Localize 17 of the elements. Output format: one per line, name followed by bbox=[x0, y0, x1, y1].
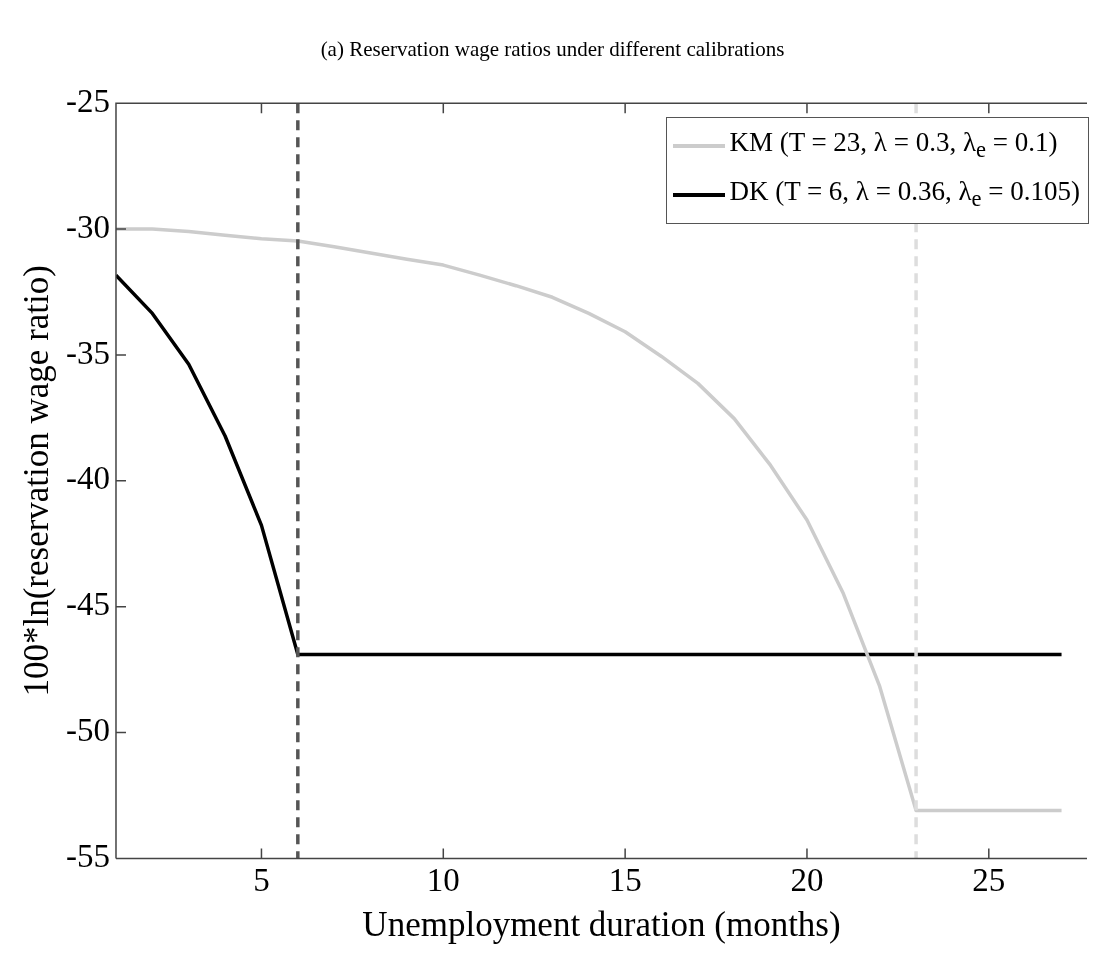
y-tick-label: -45 bbox=[65, 586, 110, 623]
legend-label: DK (T = 6, λ = 0.36, λ$_{e}$ = 0.105) bbox=[729, 174, 1080, 213]
chart-title: (a) Reservation wage ratios under different calibrations bbox=[320, 37, 785, 62]
x-axis-title: Unemployment duration (months) bbox=[362, 905, 841, 945]
y-tick-label: -30 bbox=[65, 208, 110, 245]
x-tick-label: 25 bbox=[972, 861, 1006, 898]
x-tick-label: 10 bbox=[426, 861, 460, 898]
y-tick-label: -55 bbox=[65, 838, 110, 875]
x-tick-label: 20 bbox=[790, 861, 824, 898]
x-tick-label: 15 bbox=[608, 861, 642, 898]
y-tick-label: -35 bbox=[65, 334, 110, 371]
y-tick-label: -40 bbox=[65, 460, 110, 497]
y-tick-label: -50 bbox=[65, 712, 110, 749]
legend-label: KM (T = 23, λ = 0.3, λ$_{e}$ = 0.1) bbox=[729, 126, 1058, 165]
y-tick-label: -25 bbox=[65, 82, 110, 119]
x-tick-label: 5 bbox=[253, 861, 270, 898]
y-axis-title: 100*ln(reservation wage ratio) bbox=[17, 265, 57, 697]
